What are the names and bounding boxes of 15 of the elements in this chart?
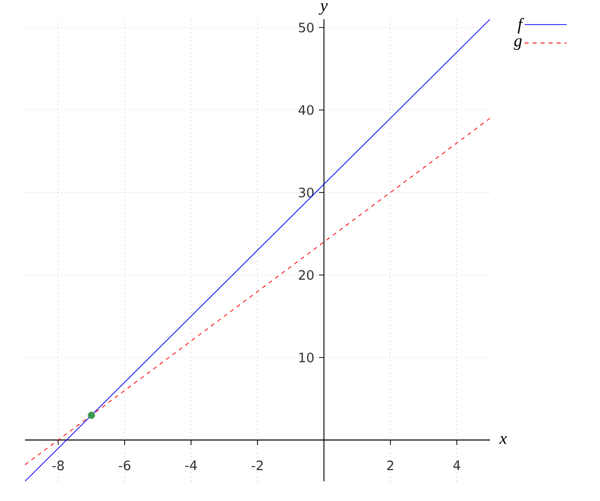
x-tick-label: 2 — [387, 460, 394, 470]
y-tick-label: 20 — [298, 270, 314, 280]
x-tick-label: -2 — [252, 460, 263, 470]
y-tick-label: 30 — [298, 187, 314, 198]
y-tick-label: 50 — [298, 22, 314, 32]
x-tick-label: 4 — [453, 460, 460, 470]
x-tick-label: -8 — [52, 460, 64, 470]
x-axis-title: x — [499, 436, 507, 444]
legend-label: f — [518, 18, 524, 34]
y-axis-title: y — [318, 3, 328, 15]
legend-label: g — [514, 38, 522, 50]
y-tick-label: 10 — [299, 352, 314, 362]
x-tick-label: -6 — [118, 460, 130, 470]
y-tick-label: 40 — [298, 104, 314, 115]
x-tick-label: -4 — [185, 460, 197, 470]
